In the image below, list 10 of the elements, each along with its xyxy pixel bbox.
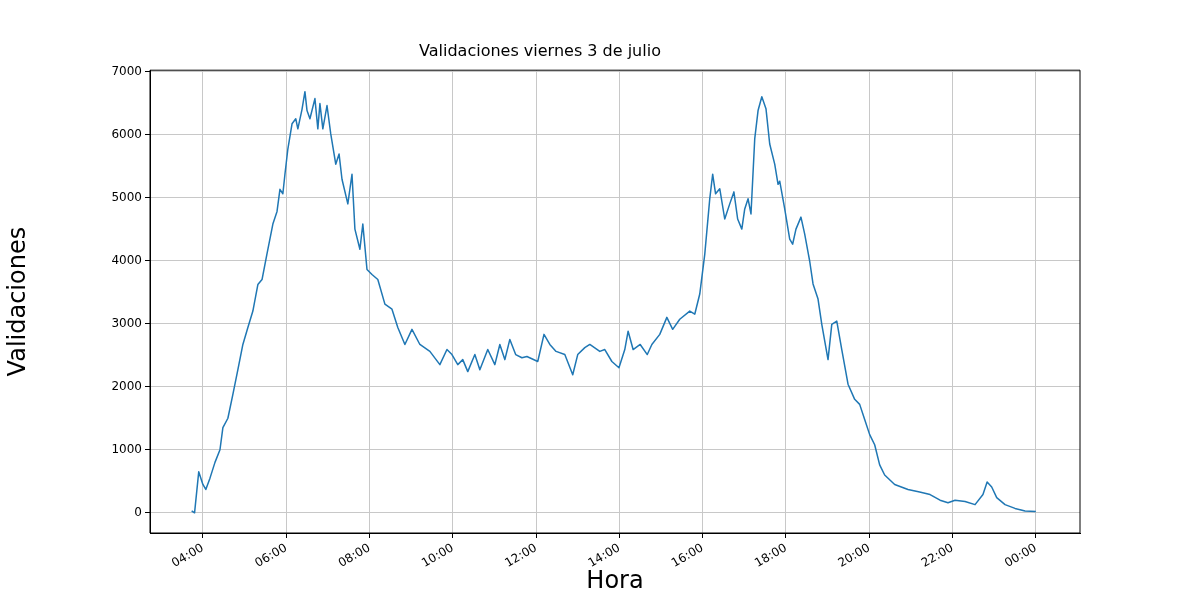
y-tick-label: 6000 xyxy=(111,126,142,141)
y-axis-title: Validaciones xyxy=(2,226,31,377)
y-tick-label: 2000 xyxy=(111,378,142,393)
y-tick-label: 7000 xyxy=(111,63,142,78)
y-tick-label: 0 xyxy=(134,504,142,519)
chart-title: Validaciones viernes 3 de julio xyxy=(419,40,661,60)
y-tick-label: 4000 xyxy=(111,252,142,267)
y-tick-label: 5000 xyxy=(111,189,142,204)
y-tick-label: 3000 xyxy=(111,315,142,330)
y-tick-label: 1000 xyxy=(111,441,142,456)
